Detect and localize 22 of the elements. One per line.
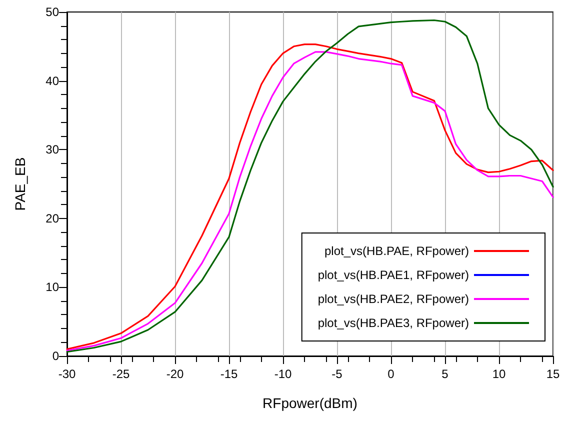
- x-tick-label: 0: [388, 367, 395, 381]
- x-tick-label: -25: [112, 367, 130, 381]
- y-tick-label: 0: [52, 349, 60, 363]
- legend-label: plot_vs(HB.PAE, RFpower): [324, 244, 469, 258]
- x-tick-label: -15: [220, 367, 238, 381]
- y-tick-label: 30: [46, 142, 60, 157]
- y-tick-label: 40: [46, 74, 60, 88]
- legend-label: plot_vs(HB.PAE2, RFpower): [318, 292, 469, 306]
- x-axis-title: RFpower(dBm): [262, 395, 358, 411]
- x-tick-label: -30: [58, 367, 76, 381]
- x-tick-label: 10: [492, 367, 506, 381]
- x-tick-label: 5: [442, 367, 449, 381]
- y-tick-label: 10: [46, 280, 60, 294]
- legend-label: plot_vs(HB.PAE3, RFpower): [318, 316, 469, 330]
- x-tick-label: 15: [546, 367, 560, 381]
- x-tick-label: -20: [166, 367, 184, 381]
- x-tick-label: -5: [332, 367, 343, 381]
- y-axis-title: PAE_EB: [12, 157, 28, 211]
- x-tick-label: -10: [274, 367, 292, 381]
- y-tick-label: 50: [46, 5, 60, 19]
- legend-label: plot_vs(HB.PAE1, RFpower): [318, 268, 469, 282]
- y-tick-label: 20: [46, 211, 60, 226]
